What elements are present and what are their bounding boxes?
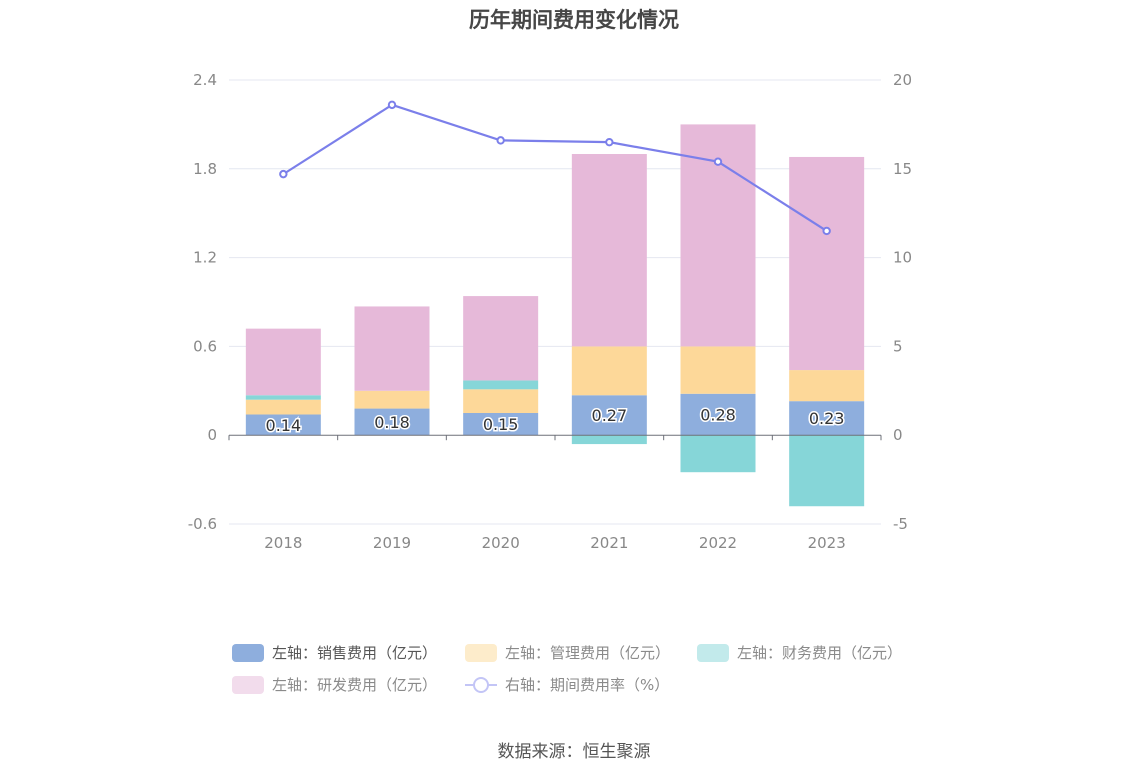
right-tick-label: -5 [893,515,908,533]
data-labels: 0.14 0.18 0.15 0.27 0.28 0.23 [264,404,846,436]
bar-1-2019 [354,390,430,409]
bar-2-2018 [245,395,321,400]
legend-item-admin[interactable]: 左轴：管理费用（亿元） [465,642,670,663]
x-tick-label: 2022 [699,534,737,552]
legend-item-rd[interactable]: 左轴：研发费用（亿元） [232,674,437,695]
bar-1-2018 [245,399,321,415]
bar-0-2023 [789,401,865,436]
bar-0-2019 [354,408,430,436]
source-note: 数据来源：恒生聚源 [497,742,651,762]
left-tick-label: 1.8 [193,160,217,178]
left-tick-label: -0.6 [188,515,217,533]
right-tick-label: 0 [893,426,903,444]
legend-label-rd: 左轴：研发费用（亿元） [272,676,438,694]
bar-2-2022 [680,435,756,473]
sales-data-label: 0.28 [700,405,736,424]
bar-0-2020 [463,413,539,436]
x-tick-label: 2020 [482,534,520,552]
legend-item-finance[interactable]: 左轴：财务费用（亿元） [697,642,902,663]
legend-swatch-sales [232,643,264,662]
x-tick-label: 2018 [264,534,302,552]
legend-swatch-rate [465,676,497,694]
x-tick-label: 2023 [808,534,846,552]
rate-point [279,169,288,179]
bar-0-2022 [680,393,756,436]
legend-label-admin: 左轴：管理费用（亿元） [505,644,671,662]
axes: 2.4 1.8 1.2 0.6 0 -0.6 20 15 10 5 0 -5 2018 2019 2020 2… [188,71,912,552]
sales-data-label: 0.27 [592,406,628,425]
bar-1-2022 [680,346,756,394]
right-tick-label: 15 [893,160,912,178]
x-tick-label: 2021 [590,534,628,552]
legend-swatch-admin [465,643,497,662]
legend-item-sales[interactable]: 左轴：销售费用（亿元） [232,642,437,663]
rate-point [496,136,505,145]
rate-point [713,157,723,166]
legend-swatch-finance [697,643,729,662]
rate-line [279,100,831,236]
left-tick-label: 1.2 [193,249,217,267]
rate-line-path [282,103,828,232]
bar-1-2021 [571,346,647,396]
bar-3-2023 [789,156,865,371]
grid-lines [229,79,881,525]
legend-label-rate: 右轴：期间费用率（%） [505,676,670,694]
legend-label-sales: 左轴：销售费用（亿元） [272,644,438,662]
legend-swatch-rd [232,675,264,694]
rate-point [822,226,831,236]
right-tick-label: 10 [893,249,912,267]
legend-label-finance: 左轴：财务费用（亿元） [737,644,903,662]
left-tick-label: 0.6 [193,337,217,355]
bar-0-2021 [571,395,647,436]
bar-group [245,124,865,507]
legend-item-rate[interactable]: 右轴：期间费用率（%） [465,674,669,695]
right-tick-label: 20 [893,71,912,89]
left-tick-label: 2.4 [193,71,217,89]
bar-2-2021 [571,435,647,445]
bar-3-2020 [463,296,539,381]
bar-2-2023 [789,435,865,507]
sales-data-label: 0.15 [483,415,519,434]
bar-1-2020 [463,389,539,413]
bar-0-2018 [245,414,321,436]
rate-point [387,100,397,110]
bar-3-2018 [245,328,321,396]
x-tick-label: 2019 [373,534,411,552]
bar-1-2023 [789,370,865,402]
rate-point [605,137,614,147]
sales-data-label: 0.14 [266,416,302,435]
bar-3-2019 [354,306,430,391]
sales-data-label: 0.23 [809,409,845,428]
left-tick-label: 0 [207,426,217,444]
sales-data-label: 0.18 [374,413,410,432]
bar-2-2020 [463,380,539,390]
chart-title: 历年期间费用变化情况 [469,8,679,32]
bar-3-2021 [571,154,647,347]
right-tick-label: 5 [893,337,903,355]
